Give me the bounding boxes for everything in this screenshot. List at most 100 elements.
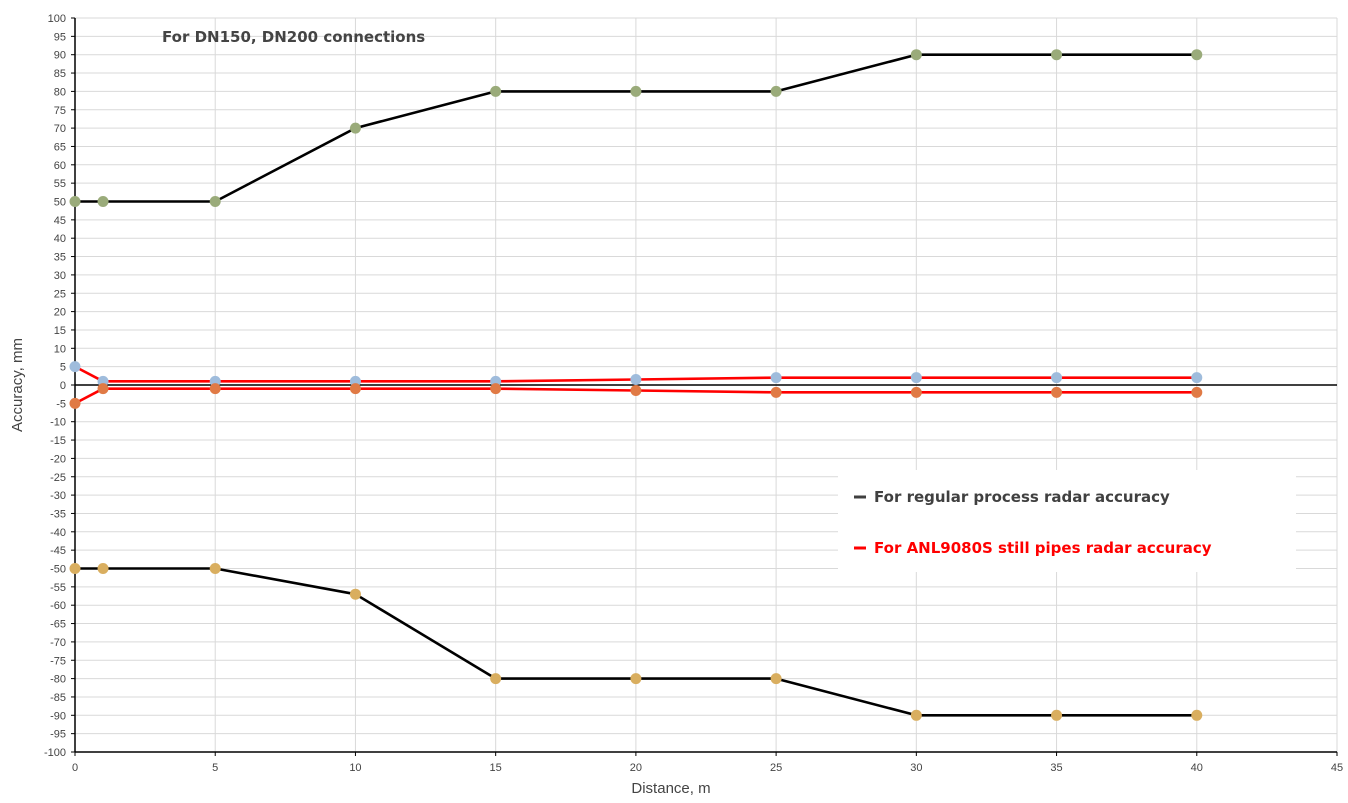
y-tick-label: -20 <box>50 453 66 465</box>
series-4-point <box>490 383 502 395</box>
series-1-point <box>630 85 642 97</box>
series-4-point <box>630 385 642 397</box>
series-layer <box>69 49 1203 721</box>
y-tick-label: -50 <box>50 564 66 576</box>
series-2-point <box>910 709 922 721</box>
y-tick-label: 55 <box>54 178 66 190</box>
x-tick-label: 10 <box>349 762 361 774</box>
series-1-point <box>490 85 502 97</box>
y-tick-label: -85 <box>50 692 66 704</box>
series-4-point <box>69 397 81 409</box>
axis-layer <box>71 17 1338 756</box>
y-tick-label: -10 <box>50 417 66 429</box>
series-3-point <box>69 361 81 373</box>
y-tick-label: 5 <box>60 362 66 374</box>
series-2-point <box>490 673 502 685</box>
series-4-point <box>349 383 361 395</box>
x-tick-label: 30 <box>910 762 922 774</box>
series-1-point <box>69 196 81 207</box>
y-tick-label: 70 <box>54 123 66 135</box>
y-tick-label: -60 <box>50 600 66 612</box>
series-2-point <box>349 588 361 600</box>
x-tick-label: 45 <box>1331 762 1343 774</box>
y-tick-label: -30 <box>50 490 66 502</box>
series-2-line <box>75 567 1197 717</box>
series-2-point <box>97 563 109 574</box>
series-1-point <box>770 85 782 97</box>
y-tick-label: 30 <box>54 270 66 282</box>
y-tick-label: 20 <box>54 307 66 319</box>
series-4-line <box>74 387 1197 405</box>
x-axis-title: Distance, m <box>631 780 710 797</box>
series-2-point <box>770 673 782 685</box>
series-2-point <box>1051 709 1063 721</box>
y-tick-label: 50 <box>54 197 66 209</box>
series-2-point <box>1191 709 1203 721</box>
y-tick-label: 85 <box>54 68 66 80</box>
legend: For regular process radar accuracy For AN… <box>838 470 1296 572</box>
series-3-point <box>770 372 782 384</box>
x-tick-label: 40 <box>1191 762 1203 774</box>
series-1-point <box>97 196 109 207</box>
series-3-point <box>910 372 922 384</box>
x-tick-label: 15 <box>490 762 502 774</box>
series-1-point <box>349 122 361 134</box>
y-tick-label: 65 <box>54 141 66 153</box>
y-tick-label: -100 <box>44 747 66 759</box>
x-tick-label: 25 <box>770 762 782 774</box>
y-tick-label: 45 <box>54 215 66 227</box>
chart-annotation: For DN150, DN200 connections <box>162 28 425 46</box>
y-tick-label: -35 <box>50 508 66 520</box>
y-tick-label: 15 <box>54 325 66 337</box>
y-tick-label: -90 <box>50 710 66 722</box>
y-tick-label: 100 <box>48 13 66 25</box>
series-1-point <box>1051 49 1063 61</box>
series-4-point <box>770 386 782 398</box>
series-3-line <box>74 365 1197 383</box>
series-2-point <box>209 563 221 574</box>
y-tick-label: -95 <box>50 729 66 741</box>
series-4-point <box>1051 386 1063 398</box>
series-4-point <box>209 383 221 395</box>
y-tick-label: 75 <box>54 105 66 117</box>
y-tick-label: 60 <box>54 160 66 172</box>
y-tick-label: -45 <box>50 545 66 557</box>
x-tick-label: 20 <box>630 762 642 774</box>
legend-label: For ANL9080S still pipes radar accuracy <box>874 539 1212 557</box>
y-tick-label: 0 <box>60 380 66 392</box>
y-tick-label: 80 <box>54 86 66 98</box>
series-4-point <box>910 386 922 398</box>
series-1-point <box>209 196 221 207</box>
legend-label: For regular process radar accuracy <box>874 488 1170 506</box>
series-4-point <box>97 383 109 395</box>
y-tick-label: 40 <box>54 233 66 245</box>
series-1-point <box>1191 49 1203 61</box>
y-tick-label: -70 <box>50 637 66 649</box>
y-tick-label: 25 <box>54 288 66 300</box>
y-tick-label: -40 <box>50 527 66 539</box>
y-tick-label: -75 <box>50 655 66 667</box>
series-1-point <box>910 49 922 61</box>
legend-box <box>838 470 1296 572</box>
series-2-point <box>630 673 642 685</box>
y-tick-label: 35 <box>54 252 66 264</box>
x-tick-label: 0 <box>72 762 78 774</box>
series-3-point <box>630 373 642 385</box>
series-1-line <box>75 53 1197 203</box>
x-tick-label: 35 <box>1050 762 1062 774</box>
y-tick-label: -65 <box>50 619 66 631</box>
series-3-point <box>1191 372 1203 384</box>
x-tick-label: 5 <box>212 762 218 774</box>
series-4-point <box>1191 386 1203 398</box>
y-tick-label: 10 <box>54 343 66 355</box>
y-tick-label: 90 <box>54 50 66 62</box>
label-layer: 1009590858075706560555045403530252015105… <box>9 13 1343 797</box>
series-3-point <box>1051 372 1063 384</box>
y-tick-label: -80 <box>50 674 66 686</box>
series-2-point <box>69 563 81 574</box>
y-tick-label: -5 <box>56 398 66 410</box>
y-tick-label: -25 <box>50 472 66 484</box>
y-axis-title: Accuracy, mm <box>9 338 26 432</box>
